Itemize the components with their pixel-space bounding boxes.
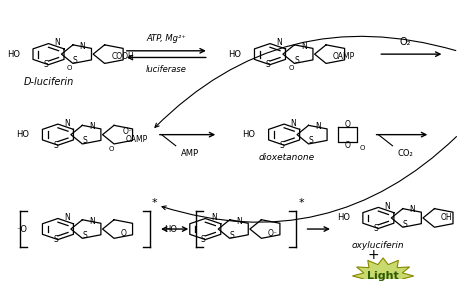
Text: N: N	[301, 42, 307, 51]
Text: OH: OH	[441, 213, 453, 222]
Text: S: S	[309, 136, 313, 145]
Text: D-luciferin: D-luciferin	[23, 77, 73, 87]
Text: N: N	[211, 213, 217, 222]
Text: N: N	[64, 119, 70, 128]
Text: HO: HO	[228, 50, 241, 59]
Text: HO: HO	[337, 213, 350, 222]
Text: N: N	[276, 38, 282, 47]
Text: N: N	[80, 42, 85, 51]
Text: O: O	[289, 65, 294, 71]
Text: COOH: COOH	[111, 52, 134, 61]
Text: S: S	[230, 231, 235, 240]
Text: ATP, Mg²⁺: ATP, Mg²⁺	[146, 34, 186, 43]
Text: O: O	[67, 65, 73, 71]
Text: *: *	[299, 198, 304, 208]
Text: HO: HO	[16, 130, 29, 139]
Text: S: S	[53, 141, 58, 150]
Text: N: N	[89, 216, 95, 226]
Text: ⁻O: ⁻O	[17, 224, 27, 233]
Text: N: N	[410, 205, 415, 215]
Text: O: O	[109, 146, 114, 152]
Text: O⁻: O⁻	[122, 127, 132, 136]
Text: O₂: O₂	[399, 37, 410, 47]
Text: N: N	[290, 119, 296, 128]
Text: S: S	[53, 235, 58, 244]
Text: HO: HO	[243, 130, 255, 139]
Text: N: N	[55, 38, 60, 47]
Text: N: N	[64, 213, 70, 222]
Text: S: S	[82, 136, 87, 145]
Text: S: S	[201, 235, 205, 244]
Text: oxyluciferin: oxyluciferin	[352, 241, 405, 250]
Text: S: S	[294, 56, 299, 65]
Text: N: N	[384, 202, 390, 211]
Text: CO₂: CO₂	[397, 149, 413, 158]
Polygon shape	[353, 258, 414, 283]
Text: Light: Light	[367, 271, 399, 281]
Text: dioxetanone: dioxetanone	[258, 153, 315, 162]
Text: S: S	[279, 141, 284, 150]
Text: AMP: AMP	[181, 149, 199, 158]
Text: HO: HO	[164, 224, 177, 233]
Text: OAMP: OAMP	[333, 52, 355, 61]
Text: S: S	[82, 231, 87, 240]
Text: N: N	[89, 122, 95, 131]
Text: OAMP: OAMP	[125, 135, 147, 143]
Text: +: +	[368, 248, 380, 262]
Text: S: S	[374, 224, 378, 233]
Text: O: O	[345, 141, 350, 150]
Text: S: S	[403, 220, 408, 229]
Text: *: *	[152, 198, 158, 208]
Text: HO: HO	[7, 50, 20, 59]
Text: S: S	[44, 60, 48, 69]
Text: luciferase: luciferase	[146, 65, 187, 74]
Text: O: O	[345, 120, 350, 128]
Text: O: O	[121, 229, 127, 238]
Text: S: S	[265, 60, 270, 69]
Text: N: N	[315, 122, 321, 131]
Text: S: S	[73, 56, 78, 65]
Text: O: O	[360, 145, 365, 151]
Text: N: N	[237, 216, 242, 226]
Text: O⁻: O⁻	[268, 229, 278, 238]
